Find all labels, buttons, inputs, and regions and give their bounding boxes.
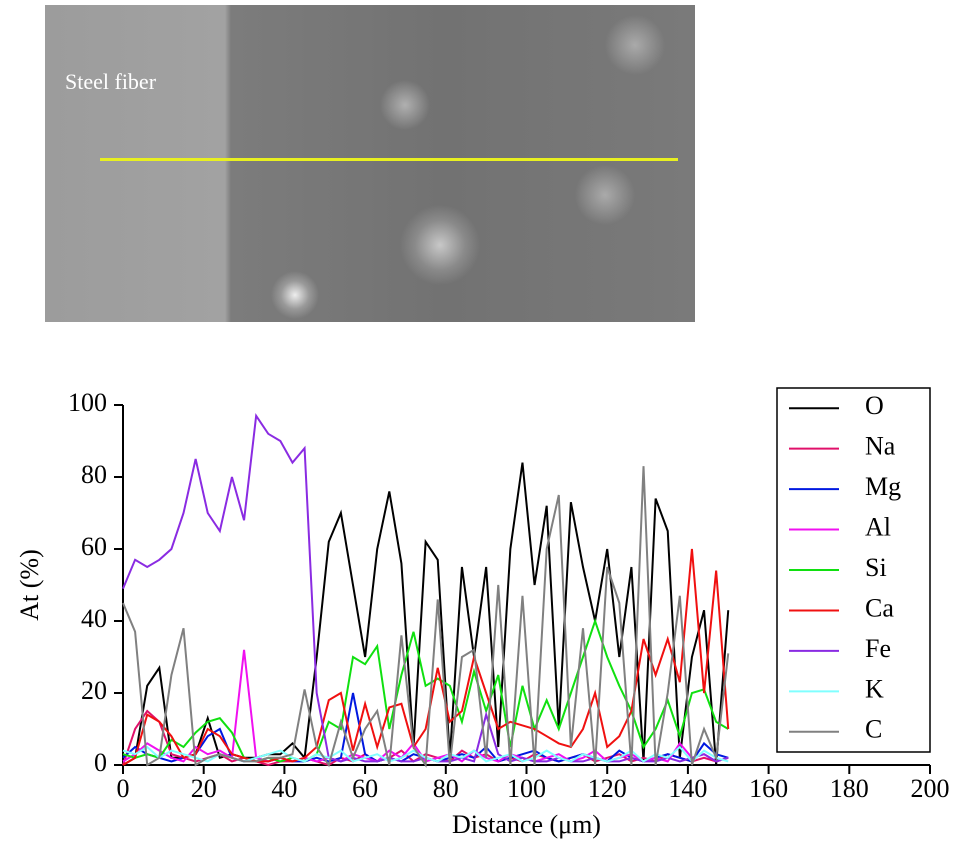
x-tick-label: 120 — [588, 774, 627, 803]
sem-image: Steel fiber — [45, 5, 695, 322]
x-tick-label: 0 — [117, 774, 130, 803]
image-label: Steel fiber — [65, 69, 157, 94]
x-tick-label: 140 — [668, 774, 707, 803]
legend-label: Al — [865, 513, 891, 542]
y-axis-label: At (%) — [15, 549, 44, 620]
legend-label: Mg — [865, 472, 901, 501]
y-tick-label: 20 — [81, 676, 107, 705]
x-tick-label: 20 — [191, 774, 217, 803]
x-tick-label: 80 — [433, 774, 459, 803]
legend-label: O — [865, 391, 884, 420]
x-tick-label: 160 — [749, 774, 788, 803]
x-tick-label: 40 — [271, 774, 297, 803]
legend-label: Na — [865, 432, 896, 461]
scan-line — [100, 158, 678, 161]
legend-label: Si — [865, 553, 887, 582]
data-line — [122, 412, 729, 763]
legend-label: K — [865, 674, 884, 703]
legend-label: Fe — [865, 634, 891, 663]
x-tick-label: 100 — [507, 774, 546, 803]
legend-label: Ca — [865, 593, 894, 622]
y-tick-label: 80 — [81, 460, 107, 489]
x-tick-label: 180 — [830, 774, 869, 803]
legend-label: C — [865, 715, 882, 744]
y-tick-label: 60 — [81, 532, 107, 561]
x-tick-label: 60 — [352, 774, 378, 803]
y-tick-label: 0 — [94, 748, 107, 777]
x-axis-label: Distance (μm) — [452, 810, 601, 839]
y-tick-label: 100 — [68, 388, 107, 417]
x-tick-label: 200 — [911, 774, 950, 803]
y-tick-label: 40 — [81, 604, 107, 633]
data-line — [122, 466, 730, 768]
